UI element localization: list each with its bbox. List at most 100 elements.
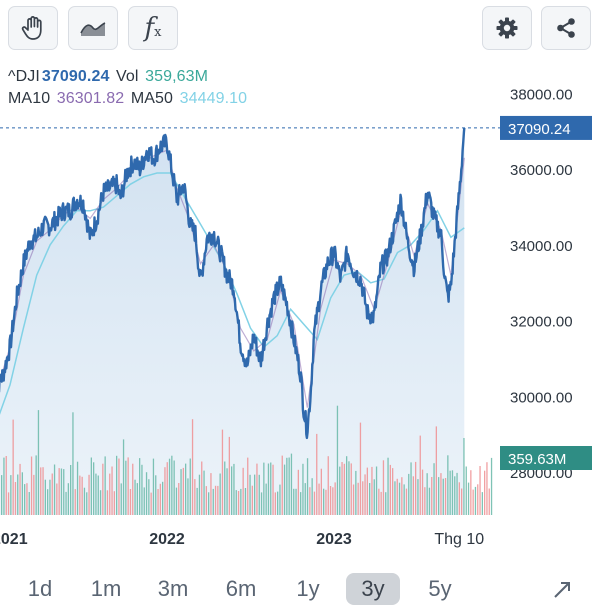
volume-bar	[398, 482, 401, 515]
volume-bar	[104, 456, 106, 515]
volume-bar	[428, 487, 431, 515]
x-tick-label: 2021	[0, 531, 28, 548]
chart-type-button[interactable]	[68, 6, 118, 50]
volume-bar	[56, 483, 58, 515]
volume-bar	[346, 456, 348, 515]
x-tick-label: 2023	[316, 531, 352, 548]
volume-bar	[332, 487, 334, 515]
legend-line-2: MA10 36301.82 MA50 34449.10	[8, 90, 249, 108]
volume-bar	[28, 492, 30, 515]
volume-bar	[486, 462, 488, 515]
volume-bar	[431, 477, 433, 515]
volume-bar	[33, 474, 35, 515]
volume-bar	[152, 458, 155, 515]
volume-bar	[274, 492, 276, 515]
volume-bar	[417, 479, 419, 515]
volume-bar	[323, 488, 325, 515]
legend-ma50-label: MA50	[130, 90, 174, 107]
volume-bar	[254, 474, 256, 515]
volume-bar	[164, 467, 166, 515]
volume-bar	[109, 473, 111, 515]
volume-bar	[456, 472, 458, 515]
volume-bar	[122, 439, 125, 515]
volume-bar	[37, 410, 40, 515]
volume-bar	[208, 492, 210, 515]
volume-bar	[5, 456, 7, 515]
volume-bar	[44, 479, 46, 515]
y-tick-label: 30000.00	[510, 389, 573, 406]
volume-bar	[145, 472, 148, 515]
fullscreen-button[interactable]	[540, 573, 584, 605]
volume-bar	[396, 478, 398, 515]
drawing-tool-button[interactable]	[8, 6, 58, 50]
last-price-badge	[500, 115, 592, 140]
volume-bar	[265, 483, 267, 515]
volume-bar	[81, 476, 83, 515]
volume-bar	[157, 489, 159, 515]
range-5y[interactable]: 5y	[428, 576, 452, 601]
volume-badge	[500, 446, 592, 470]
volume-bar	[290, 453, 293, 515]
volume-bar	[247, 457, 249, 515]
volume-bar	[26, 483, 28, 515]
range-1y[interactable]: 1y	[296, 576, 320, 601]
range-bar: 1d 1m 3m 6m 1y 3y 5y	[0, 568, 600, 605]
volume-bars	[1, 405, 493, 515]
settings-button[interactable]	[482, 6, 532, 50]
volume-bar	[442, 478, 444, 515]
volume-bar	[484, 470, 486, 515]
volume-bar	[288, 457, 290, 515]
volume-bar	[325, 489, 327, 515]
volume-bar	[382, 460, 385, 515]
legend-vol-value: 359,63M	[145, 68, 209, 85]
range-1m[interactable]: 1m	[90, 576, 122, 601]
volume-bar	[168, 458, 171, 515]
volume-bar	[224, 461, 226, 515]
share-button[interactable]	[541, 6, 591, 50]
volume-bar	[403, 484, 405, 515]
volume-bar	[136, 483, 138, 515]
volume-bar	[461, 488, 463, 515]
volume-bar	[159, 483, 161, 515]
volume-bar	[467, 482, 470, 515]
volume-bar	[70, 465, 72, 515]
volume-bar	[318, 483, 320, 515]
volume-bar	[63, 469, 65, 515]
volume-bar	[83, 487, 86, 515]
volume-bar	[297, 469, 299, 515]
indicators-button[interactable]: fx	[128, 6, 178, 50]
last-price-badge-label: 37090.24	[508, 121, 571, 138]
volume-bar	[127, 457, 129, 515]
gear-icon	[495, 16, 519, 40]
volume-bar	[279, 484, 281, 515]
volume-bar	[49, 479, 51, 515]
volume-bar	[412, 476, 414, 515]
range-1d[interactable]: 1d	[27, 576, 53, 601]
volume-bar	[277, 491, 279, 515]
volume-bar	[256, 463, 258, 515]
volume-bar	[355, 470, 357, 515]
hand-icon	[19, 14, 47, 42]
volume-bar	[286, 457, 288, 515]
volume-bar	[221, 429, 224, 515]
volume-bar	[410, 462, 412, 515]
legend-price: 37090.24	[41, 68, 110, 85]
volume-bar	[474, 486, 477, 515]
volume-bar	[235, 490, 237, 515]
legend-ma10-value: 36301.82	[56, 90, 125, 107]
range-3y[interactable]: 3y	[346, 573, 400, 605]
volume-bar	[14, 482, 17, 515]
volume-bar	[60, 468, 63, 515]
volume-bar	[214, 485, 217, 515]
volume-bar	[189, 458, 191, 515]
price-chart[interactable]: 38000.00 36000.00 34000.00 32000.00 30000.00…	[0, 0, 600, 560]
range-3m[interactable]: 3m	[157, 576, 189, 601]
range-6m[interactable]: 6m	[225, 576, 257, 601]
volume-bar	[350, 463, 352, 515]
volume-bar	[263, 462, 265, 515]
volume-bar	[283, 464, 286, 515]
volume-bar	[472, 489, 474, 515]
price-line	[0, 127, 466, 440]
y-tick-label: 38000.00	[510, 87, 573, 104]
volume-bar	[1, 475, 3, 515]
